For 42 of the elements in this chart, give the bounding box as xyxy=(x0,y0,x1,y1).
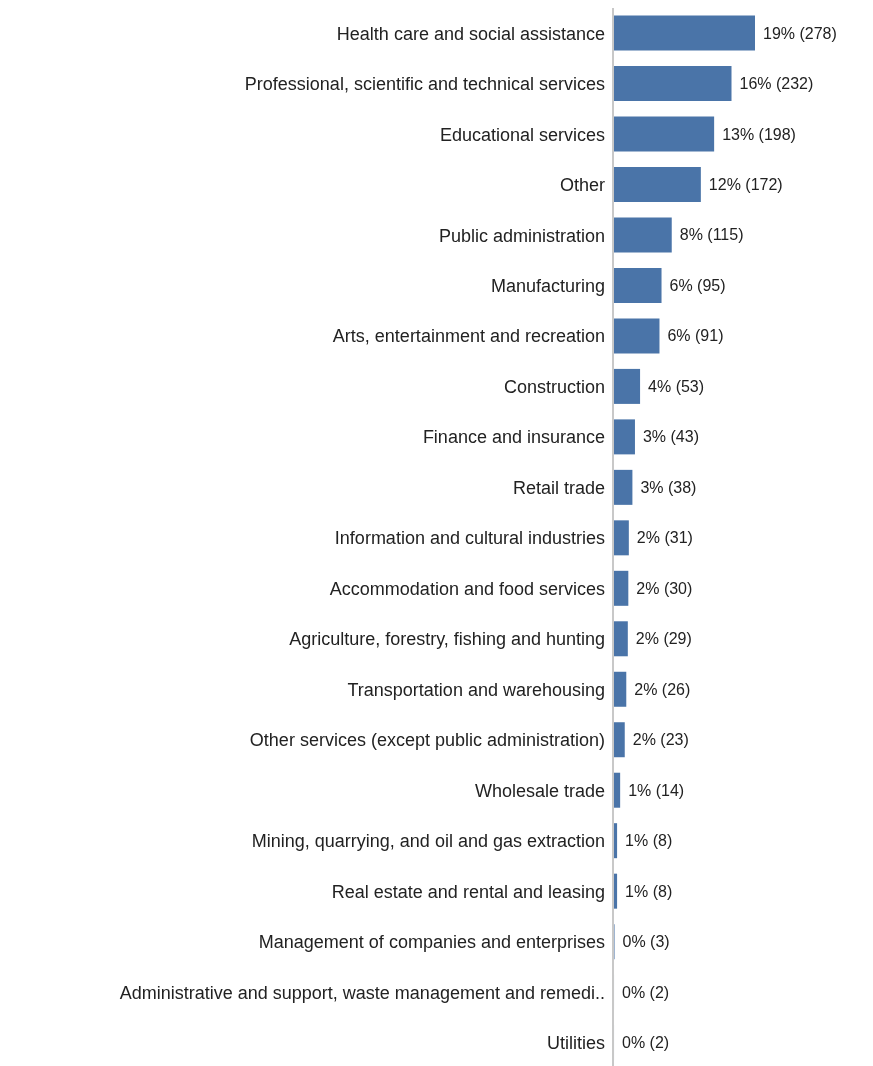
data-label: 8% (115) xyxy=(679,226,744,244)
data-label: 2% (30) xyxy=(636,579,693,597)
y-tick-label: Real estate and rental and leasing xyxy=(331,881,605,902)
y-tick-label: Other xyxy=(559,175,605,196)
data-label: 6% (91) xyxy=(667,327,724,345)
data-label: 1% (8) xyxy=(625,832,673,850)
y-tick-label: Agriculture, forestry, fishing and hunting xyxy=(289,629,605,650)
y-tick-label: Management of companies and enterprises xyxy=(258,932,605,953)
data-label: 1% (8) xyxy=(625,882,673,900)
data-label: 2% (31) xyxy=(636,529,693,547)
y-tick-label: Mining, quarrying, and oil and gas extraction xyxy=(251,831,605,852)
y-tick-label: Utilities xyxy=(546,1033,605,1054)
y-tick-label: Finance and insurance xyxy=(422,427,605,448)
y-tick-label: Construction xyxy=(503,376,605,397)
y-tick-label: Wholesale trade xyxy=(474,780,605,801)
y-tick-label: Health care and social assistance xyxy=(336,23,605,44)
y-tick-label: Professional, scientific and technical services xyxy=(244,74,605,95)
y-tick-label: Public administration xyxy=(438,225,605,246)
y-tick-label: Arts, entertainment and recreation xyxy=(332,326,605,347)
data-label: 16% (232) xyxy=(739,75,814,93)
y-tick-label: Transportation and warehousing xyxy=(347,679,605,700)
data-label: 12% (172) xyxy=(708,176,783,193)
y-tick-label: Information and cultural industries xyxy=(334,528,605,549)
data-label: 0% (2) xyxy=(622,983,670,1001)
data-label: 2% (23) xyxy=(632,731,689,749)
data-label: 6% (95) xyxy=(669,276,726,294)
data-label: 2% (29) xyxy=(635,630,692,648)
data-label: 1% (14) xyxy=(628,781,685,799)
y-tick-label: Accommodation and food services xyxy=(329,578,605,599)
data-label: 2% (26) xyxy=(634,680,691,698)
y-tick-label: Manufacturing xyxy=(490,276,605,297)
y-tick-label: Administrative and support, waste management and remedi.. xyxy=(119,982,605,1003)
data-label: 0% (3) xyxy=(622,933,670,951)
data-label: 3% (43) xyxy=(642,428,699,446)
y-tick-label: Other services (except public administration) xyxy=(249,730,605,751)
data-label: 13% (198) xyxy=(722,125,796,143)
y-tick-label: Educational services xyxy=(439,124,605,145)
data-label: 4% (53) xyxy=(648,377,705,395)
data-label: 0% (2) xyxy=(622,1034,670,1052)
data-label: 3% (38) xyxy=(640,478,697,496)
y-tick-label: Retail trade xyxy=(512,477,605,498)
data-label: 19% (278) xyxy=(763,24,837,42)
